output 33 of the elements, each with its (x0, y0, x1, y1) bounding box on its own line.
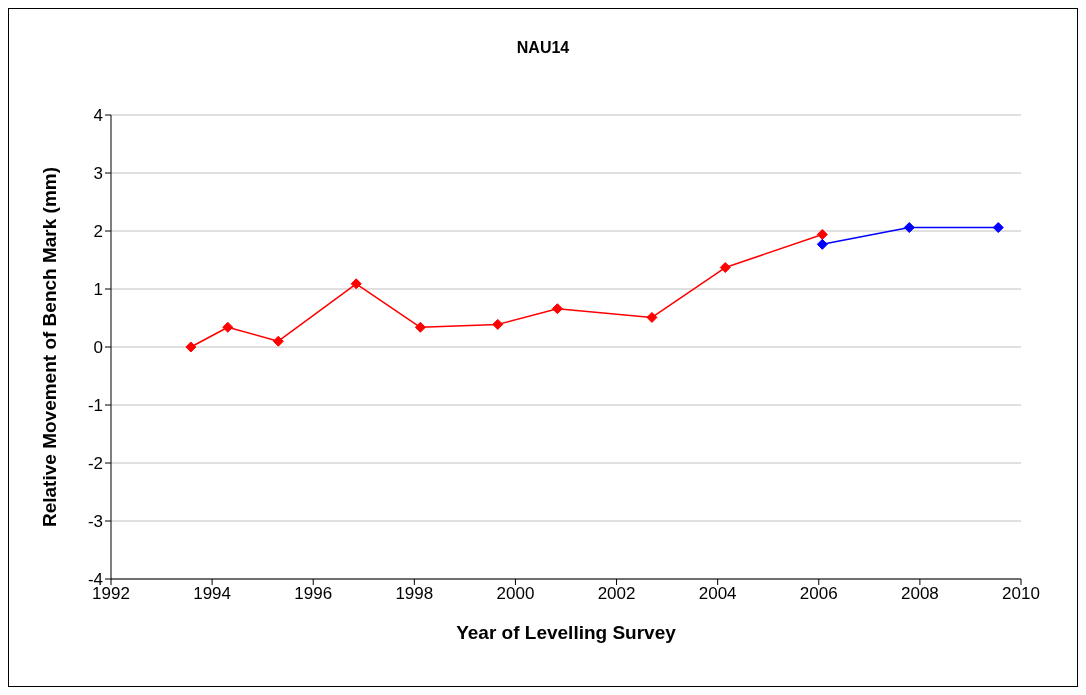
x-tick-label: 2006 (799, 584, 838, 604)
y-tick-label: -3 (87, 512, 103, 532)
x-tick-label: 1998 (395, 584, 434, 604)
point (222, 321, 234, 333)
point (992, 222, 1004, 234)
point (816, 228, 828, 240)
point (903, 222, 915, 234)
y-tick-label: -2 (87, 454, 103, 474)
x-tick-label: 2000 (496, 584, 535, 604)
point (272, 335, 284, 347)
point (350, 278, 362, 290)
x-tick-label: 2008 (900, 584, 939, 604)
x-tick-label: 1996 (294, 584, 333, 604)
y-tick-label: -1 (87, 396, 103, 416)
x-tick-label: 1994 (193, 584, 232, 604)
x-tick-label: 2004 (698, 584, 737, 604)
chart-title: NAU14 (515, 39, 571, 57)
point (719, 262, 731, 274)
y-tick-label: 4 (93, 106, 103, 126)
y-tick-label: 3 (93, 164, 103, 184)
x-tick-label: 2002 (597, 584, 636, 604)
point (414, 321, 426, 333)
point (185, 341, 197, 353)
point (816, 238, 828, 250)
y-tick-label: 2 (93, 222, 103, 242)
y-tick-label: 0 (93, 338, 103, 358)
point (646, 311, 658, 323)
point (492, 318, 504, 330)
x-tick-label: 2010 (1002, 584, 1040, 604)
y-tick-label: 1 (93, 280, 103, 300)
y-axis-title: Relative Movement of Bench Mark (mm) (38, 166, 60, 528)
x-axis-title: Year of Levelling Survey (456, 622, 677, 643)
point (551, 303, 563, 315)
